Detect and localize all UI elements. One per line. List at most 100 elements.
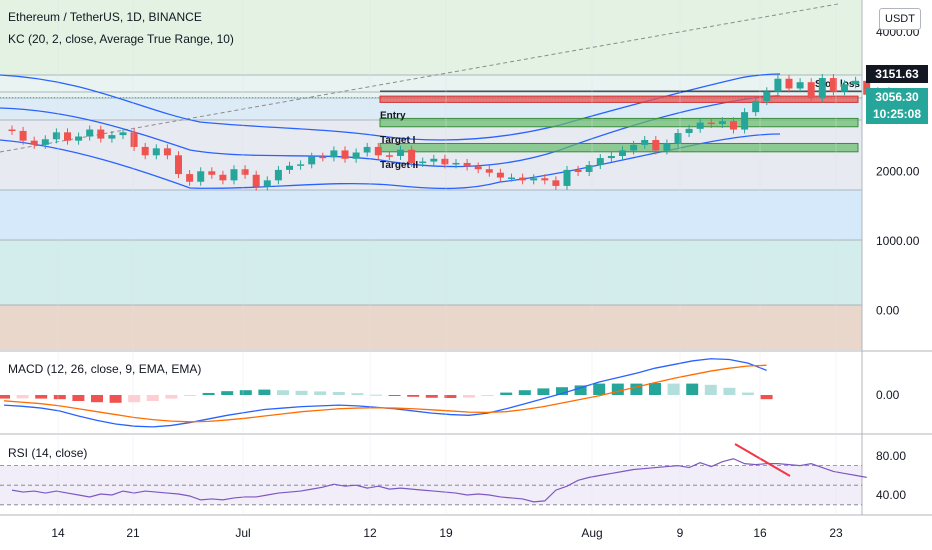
candle [852,80,860,85]
candle [552,180,560,186]
macd-histogram-bar [165,395,178,399]
macd-histogram-bar [128,395,141,403]
candle [574,169,582,172]
rsi-divergence-line [734,443,791,477]
time-tick-label: Aug [581,526,602,540]
candle [341,150,349,159]
candle [752,101,760,113]
candle [707,122,715,125]
macd-histogram-bar [742,392,754,395]
macd-histogram-bar [425,395,438,398]
macd-histogram-bar [574,385,587,395]
candle [97,129,105,139]
candle [241,169,249,175]
candle [330,150,338,158]
time-tick-label: 21 [126,526,140,540]
candle [841,84,848,92]
macd-histogram-bar [667,383,680,395]
macd-histogram-bar [146,395,159,401]
candle [685,128,693,134]
candle [441,158,449,165]
macd-histogram-bar [351,393,364,395]
candle [263,180,271,187]
macd-histogram-bar [481,395,494,396]
candle [530,178,538,181]
macd-histogram-bar [686,383,699,395]
target1-label: Target I [380,135,416,146]
candle [163,148,171,156]
macd-histogram-bar [239,390,252,395]
kc-middle-band [0,95,781,168]
zone-band [0,75,862,98]
candle [197,171,205,182]
candle [352,152,360,159]
candle [419,161,427,164]
macd-histogram-bar [388,395,401,396]
zone-band [0,240,862,305]
candle [630,144,638,151]
macd-histogram-bar [630,383,643,395]
price-tick-label: 2000.00 [876,164,920,178]
signal-line [3,364,767,423]
macd-histogram-bar [463,395,475,398]
price-tick-label: 1000.00 [876,234,920,248]
macd-histogram-bar [72,395,85,401]
candle [86,129,94,137]
macd-histogram-bar [518,390,531,395]
macd-tick-label: 0.00 [876,388,900,402]
macd-legend: MACD (12, 26, close, 9, EMA, EMA) [8,362,202,376]
macd-histogram-bar [35,395,48,399]
candle [807,82,815,99]
candle [219,174,227,181]
target2-label: Target II [380,160,418,171]
candle [308,156,316,165]
candle [108,135,116,139]
candle [585,165,593,172]
candle [186,174,194,182]
macd-histogram-bar [184,395,196,396]
candle [496,172,504,178]
candle [730,121,737,130]
macd-histogram-bar [723,387,736,395]
candle [374,146,382,156]
macd-histogram-bar [370,394,382,396]
candle [52,132,60,140]
macd-histogram-bar [16,395,29,399]
macd-histogram-bar [53,395,66,400]
time-tick-label: Jul [235,526,250,540]
candle [385,155,393,157]
time-tick-label: 9 [677,526,684,540]
entry-label: Entry [380,110,406,121]
candle [785,78,793,89]
candle [252,174,260,187]
candle [596,158,604,166]
macd-histogram-bar [332,392,345,395]
candle [718,121,726,124]
candle [619,150,626,156]
candle [818,78,826,99]
candle [41,139,49,145]
candle [863,80,871,95]
candle [286,165,293,170]
candle [563,169,571,186]
candle [508,177,515,180]
candle [741,112,749,130]
kc-legend: KC (20, 2, close, Average True Range, 10… [8,32,234,46]
candle [75,136,83,141]
candle [19,130,27,141]
rsi-tick-label: 80.00 [876,449,906,463]
candle [829,78,837,92]
bar-countdown: 10:25:08 [872,107,922,121]
currency-selector[interactable]: USDT [879,8,921,30]
candle [208,171,216,175]
time-tick-label: 16 [753,526,767,540]
candle [763,91,771,102]
rsi-line [11,458,867,503]
zone-band [0,98,862,120]
candle [674,133,682,144]
candle [519,177,527,181]
zone-band [0,0,862,75]
macd-histogram-bar [444,395,457,398]
candle [175,155,182,175]
candle [319,156,327,159]
